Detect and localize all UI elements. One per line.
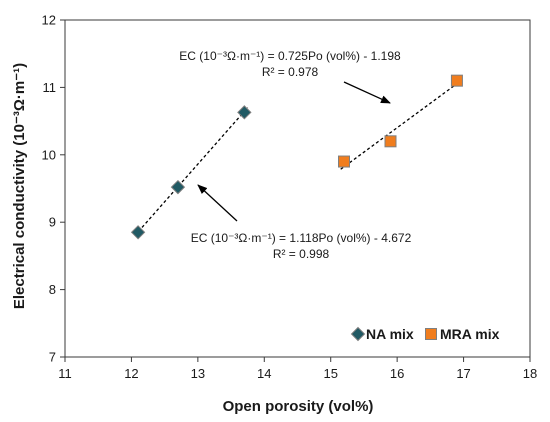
- y-tick-label: 9: [49, 215, 56, 230]
- legend-na-mix-marker: [350, 326, 366, 342]
- y-axis-title: Electrical conductivity (10⁻³Ω·m⁻¹): [11, 63, 28, 309]
- x-tick-label: 11: [58, 366, 72, 381]
- na-equation-label: EC (10⁻³Ω·m⁻¹) = 1.118Po (vol%) - 4.672: [191, 231, 412, 245]
- trendline: [340, 80, 461, 170]
- x-tick-label: 15: [323, 366, 337, 381]
- x-axis-ticks: 11 12 13 14 15 16 17 18: [58, 357, 537, 381]
- mra-mix-point: [338, 155, 350, 168]
- y-tick-label: 11: [43, 80, 57, 95]
- legend-mra-mix-label: MRA mix: [440, 326, 500, 342]
- y-tick-label: 10: [42, 147, 56, 162]
- x-tick-label: 12: [124, 366, 138, 381]
- legend: NA mix MRA mix: [350, 326, 500, 342]
- data-markers: [130, 74, 463, 240]
- na-mix-point: [170, 179, 186, 195]
- y-tick-label: 7: [49, 350, 56, 365]
- mra-mix-point: [450, 74, 463, 87]
- x-tick-label: 13: [191, 366, 205, 381]
- y-tick-label: 12: [42, 13, 56, 28]
- mra-arrow: [343, 81, 391, 104]
- x-tick-label: 16: [390, 366, 404, 381]
- mra-r2-label: R² = 0.978: [262, 65, 319, 79]
- x-tick-label: 18: [523, 366, 537, 381]
- x-tick-label: 17: [456, 366, 470, 381]
- na-mix-point: [130, 225, 146, 240]
- x-tick-label: 14: [257, 366, 271, 381]
- mra-mix-point: [384, 135, 397, 148]
- na-mix-point: [237, 105, 252, 120]
- plot-area: [64, 19, 531, 358]
- annotations: EC (10⁻³Ω·m⁻¹) = 0.725Po (vol%) - 1.198 R…: [179, 49, 411, 261]
- y-tick-label: 8: [49, 282, 56, 297]
- mra-equation-label: EC (10⁻³Ω·m⁻¹) = 0.725Po (vol%) - 1.198: [179, 49, 401, 63]
- na-r2-label: R² = 0.998: [273, 247, 330, 261]
- legend-mra-mix-marker: [425, 328, 437, 340]
- plot-border: [64, 19, 531, 358]
- trendline: [134, 107, 249, 237]
- trendlines: [134, 80, 461, 237]
- legend-na-mix-label: NA mix: [366, 326, 414, 342]
- x-axis-title: Open porosity (vol%): [223, 398, 374, 415]
- na-arrow: [197, 184, 238, 222]
- y-axis-ticks: 7 8 9 10 11 12: [42, 13, 65, 365]
